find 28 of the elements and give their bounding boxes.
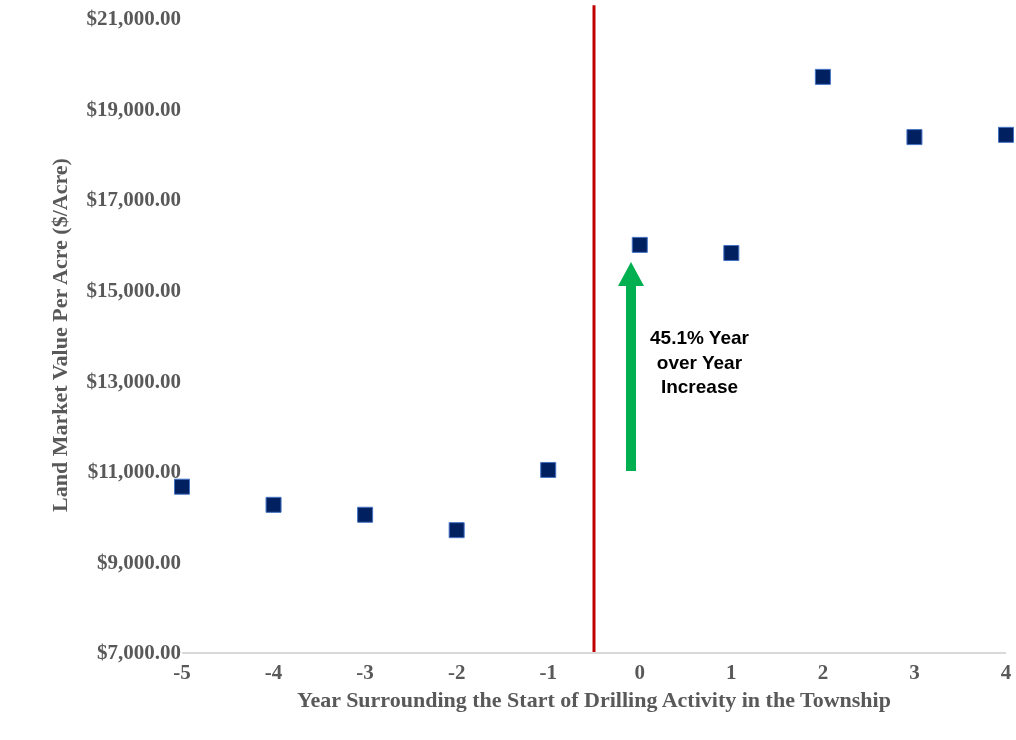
y-tick-label: $17,000.00 (86, 187, 181, 212)
x-tick-label: 0 (634, 660, 646, 685)
x-tick-label: -2 (447, 660, 466, 685)
y-tick-label: $21,000.00 (86, 6, 181, 31)
point (448, 522, 465, 539)
x-tick-label: 2 (817, 660, 829, 685)
annotation: 45.1% Year over Year Increase (650, 327, 750, 398)
y-tick-label: $15,000.00 (86, 278, 181, 303)
y-tick-label: $13,000.00 (86, 368, 181, 393)
y-tick-label: $11,000.00 (87, 459, 181, 484)
point (631, 236, 648, 253)
x-axis-title: Year Surrounding the Start of Drilling Activity in the Township (297, 686, 891, 712)
x-tick-label: -4 (264, 660, 283, 685)
x-tick-label: 4 (1000, 660, 1012, 685)
point (357, 506, 374, 523)
x-tick-label: 1 (726, 660, 737, 685)
x-tick-label: -1 (539, 660, 557, 685)
x-tick-label: -3 (356, 660, 374, 685)
x-tick-label: 3 (909, 660, 920, 685)
point (723, 245, 740, 262)
point (540, 461, 557, 478)
y-tick-label: $19,000.00 (86, 96, 181, 121)
point (906, 129, 923, 146)
point (998, 126, 1014, 143)
y-tick-label: $9,000.00 (97, 549, 181, 574)
y-axis-title: Land Market Value Per Acre ($/Acre) (47, 158, 73, 512)
point (265, 496, 282, 513)
point (814, 68, 831, 85)
